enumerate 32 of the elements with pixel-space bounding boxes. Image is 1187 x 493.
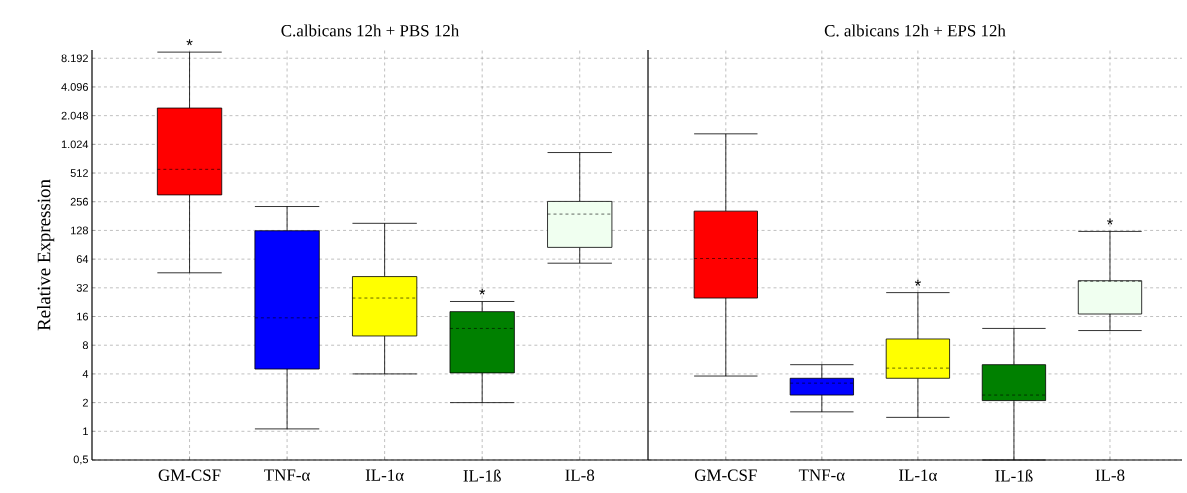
- y-tick-label: 4: [82, 370, 89, 378]
- y-tick-label: 2: [82, 398, 88, 407]
- y-tick-label: 1.024: [61, 140, 89, 149]
- y-tick-label: 8: [82, 341, 88, 350]
- y-tick-label: 0,5: [73, 455, 89, 465]
- x-tick-label: IL-8: [1095, 469, 1125, 481]
- y-tick-label: 4.096: [61, 83, 88, 91]
- y-tick-label: 512: [70, 169, 88, 177]
- y-axis-title: Relative Expression: [37, 179, 55, 331]
- y-tick-label: 1: [83, 427, 88, 436]
- x-tick-label: GM-CSF: [158, 469, 221, 481]
- x-tick-label: IL-1α: [899, 469, 938, 481]
- y-tick-label: 256: [70, 197, 88, 206]
- y-tick-label: 2.048: [61, 111, 88, 120]
- y-tick-label: 8.192: [61, 54, 88, 63]
- y-tick-label: 32: [76, 283, 88, 292]
- annotation: *: [914, 279, 921, 286]
- x-tick-label: IL-8: [565, 469, 595, 481]
- x-tick-label: TNF-α: [264, 469, 310, 481]
- x-tick-label: TNF-α: [798, 469, 845, 481]
- chart-title: C.albicans 12h + PBS 12h: [281, 24, 460, 37]
- x-tick-label: GM-CSF: [694, 469, 757, 481]
- chart-title: C. albicans 12h + EPS 12h: [824, 24, 1006, 37]
- annotation: *: [479, 288, 486, 295]
- x-tick-label: IL-1ß: [463, 469, 501, 482]
- y-tick-label: 128: [71, 226, 88, 235]
- x-tick-label: IL-1α: [365, 469, 404, 481]
- annotation: *: [1106, 218, 1114, 225]
- y-tick-label: 64: [76, 255, 89, 264]
- annotation: *: [186, 39, 193, 46]
- x-tick-label: IL-1ß: [995, 469, 1033, 482]
- y-tick-label: 16: [77, 312, 88, 321]
